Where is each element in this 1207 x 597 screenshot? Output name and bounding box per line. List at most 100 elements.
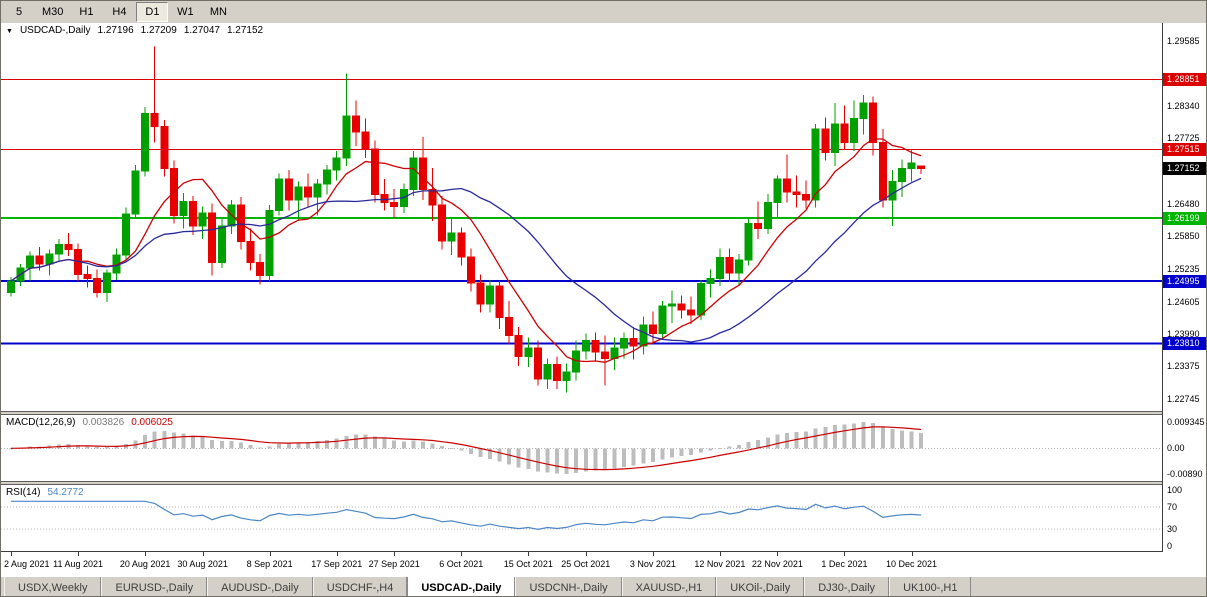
price-axis-label: 1.25850 bbox=[1167, 231, 1200, 242]
macd-signal-value: 0.006025 bbox=[131, 417, 173, 428]
current-price-badge: 1.27152 bbox=[1163, 161, 1206, 175]
price-level-badge: 1.23810 bbox=[1163, 336, 1206, 350]
date-tick bbox=[336, 552, 338, 556]
date-tick bbox=[11, 552, 12, 556]
date-axis-label: 20 Aug 2021 bbox=[119, 559, 171, 569]
date-axis-label: 2 Aug 2021 bbox=[4, 559, 50, 569]
timeframe-button-h1[interactable]: H1 bbox=[79, 6, 94, 18]
rsi-axis-label: 30 bbox=[1167, 524, 1178, 535]
rsi-axis-label: 70 bbox=[1167, 501, 1178, 512]
date-axis-label: 11 Aug 2021 bbox=[53, 559, 103, 569]
timeframe-button-d1[interactable]: D1 bbox=[136, 2, 169, 22]
date-axis-label: 17 Sep 2021 bbox=[311, 559, 363, 569]
date-axis-label: 27 Sep 2021 bbox=[368, 559, 420, 569]
timeframe-toolbar: 5 M30 H1 H4 D1 W1 MN bbox=[1, 1, 1206, 24]
date-tick bbox=[911, 552, 913, 556]
rsi-value: 54.2772 bbox=[47, 487, 84, 498]
date-axis[interactable]: 2 Aug 2021 11 Aug 2021 20 Aug 2021 30 Aug 2… bbox=[1, 551, 1206, 577]
timeframe-button-m30[interactable]: M30 bbox=[42, 6, 64, 18]
date-axis-label: 25 Oct 2021 bbox=[561, 559, 611, 569]
date-tick bbox=[145, 552, 147, 556]
date-tick bbox=[202, 552, 204, 556]
price-level-badge: 1.24995 bbox=[1163, 274, 1206, 288]
chart-context-arrow-icon[interactable]: ▼ bbox=[6, 28, 13, 35]
price-level-badge: 1.28851 bbox=[1163, 72, 1206, 86]
timeframe-button-h4[interactable]: H4 bbox=[112, 6, 127, 18]
rsi-line bbox=[11, 500, 922, 531]
macd-pane[interactable]: MACD(12,26,9) 0.003826 0.006025 bbox=[1, 415, 1162, 481]
timeframe-button-w1[interactable]: W1 bbox=[177, 6, 194, 18]
macd-title: MACD(12,26,9) bbox=[6, 417, 76, 428]
date-tick bbox=[461, 552, 463, 556]
timeframe-button-5[interactable]: 5 bbox=[15, 6, 23, 18]
tab-uk100-h1[interactable]: UK100-,H1 bbox=[889, 577, 972, 596]
tab-xauusd-h1[interactable]: XAUUSD-,H1 bbox=[621, 577, 717, 596]
date-axis-label: 6 Oct 2021 bbox=[439, 559, 484, 569]
tab-usdcad-daily[interactable]: USDCAD-,Daily bbox=[407, 577, 516, 596]
legend-open: 1.27196 bbox=[97, 25, 134, 36]
date-tick bbox=[394, 552, 396, 556]
date-axis-label: 8 Sep 2021 bbox=[246, 559, 293, 569]
price-axis-label: 1.29585 bbox=[1167, 36, 1200, 46]
tab-usdx-weekly[interactable]: USDX,Weekly bbox=[4, 577, 102, 596]
macd-main-value: 0.003826 bbox=[82, 417, 125, 428]
rsi-axis-label: 0 bbox=[1167, 541, 1173, 551]
date-axis-label: 15 Oct 2021 bbox=[503, 559, 553, 569]
ma-red-line bbox=[10, 138, 922, 363]
macd-axis-label: 0.009345 bbox=[1167, 417, 1205, 427]
tab-usdchf-h4[interactable]: USDCHF-,H4 bbox=[312, 577, 408, 596]
date-tick bbox=[585, 552, 587, 556]
date-axis-label: 22 Nov 2021 bbox=[751, 559, 803, 569]
macd-axis-label: -0.00890 bbox=[1167, 469, 1203, 479]
tab-audusd-daily[interactable]: AUDUSD-,Daily bbox=[207, 577, 313, 596]
chart-legend: ▼ USDCAD-,Daily 1.27196 1.27209 1.27047 … bbox=[6, 25, 263, 38]
date-tick bbox=[777, 552, 779, 556]
legend-close: 1.27152 bbox=[226, 25, 264, 36]
date-axis-label: 10 Dec 2021 bbox=[885, 559, 938, 569]
rsi-title: RSI(14) bbox=[6, 487, 41, 498]
legend-symbol: USDCAD-,Daily bbox=[19, 25, 91, 36]
date-tick bbox=[719, 552, 721, 556]
price-axis-label: 1.25235 bbox=[1167, 263, 1200, 274]
price-chart-pane[interactable]: ▼ USDCAD-,Daily 1.27196 1.27209 1.27047 … bbox=[1, 23, 1162, 411]
date-tick bbox=[269, 552, 271, 556]
tab-dj30-daily[interactable]: DJ30-,Daily bbox=[804, 577, 890, 596]
macd-plot[interactable] bbox=[1, 415, 1162, 481]
rsi-axis-label: 100 bbox=[1167, 485, 1183, 495]
date-axis-label: 12 Nov 2021 bbox=[694, 559, 746, 569]
price-axis[interactable]: 1.29585 1.28340 1.27725 1.26480 1.25850 1.252… bbox=[1162, 23, 1206, 552]
legend-low: 1.27047 bbox=[183, 25, 220, 36]
macd-legend: MACD(12,26,9) 0.003826 0.006025 bbox=[6, 417, 173, 428]
price-axis-label: 1.22745 bbox=[1167, 394, 1200, 404]
pane-splitter[interactable] bbox=[1, 481, 1206, 485]
pane-splitter[interactable] bbox=[1, 411, 1206, 415]
macd-axis-label: 0.00 bbox=[1167, 443, 1185, 454]
tab-ukoil-daily[interactable]: UKOil-,Daily bbox=[716, 577, 805, 596]
price-level-badge: 1.27515 bbox=[1163, 142, 1206, 156]
date-tick bbox=[652, 552, 654, 556]
date-axis-label: 30 Aug 2021 bbox=[177, 559, 228, 569]
tab-usdcnh-daily[interactable]: USDCNH-,Daily bbox=[515, 577, 622, 596]
price-axis-label: 1.24605 bbox=[1167, 296, 1200, 307]
candles-group bbox=[7, 46, 926, 393]
tab-eurusd-daily[interactable]: EURUSD-,Daily bbox=[101, 577, 208, 596]
price-axis-label: 1.28340 bbox=[1167, 101, 1200, 112]
price-axis-label: 1.23990 bbox=[1167, 328, 1200, 339]
date-tick bbox=[844, 552, 846, 556]
timeframe-button-mn[interactable]: MN bbox=[209, 6, 227, 18]
date-axis-label: 1 Dec 2021 bbox=[821, 559, 868, 569]
date-tick bbox=[78, 552, 80, 556]
rsi-pane[interactable]: RSI(14) 54.2772 bbox=[1, 485, 1162, 551]
price-axis-label: 1.23375 bbox=[1167, 361, 1200, 372]
chart-area: ▼ USDCAD-,Daily 1.27196 1.27209 1.27047 … bbox=[1, 23, 1206, 577]
ma-blue-line bbox=[10, 177, 922, 343]
price-axis-label: 1.26480 bbox=[1167, 198, 1200, 209]
chart-window-tabs: USDX,Weekly EURUSD-,Daily AUDUSD-,Daily USD… bbox=[1, 576, 1206, 596]
macd-signal-line bbox=[10, 426, 922, 471]
price-axis-label: 1.27725 bbox=[1167, 133, 1200, 144]
date-tick bbox=[528, 552, 530, 556]
price-level-badge: 1.26199 bbox=[1163, 211, 1206, 225]
rsi-plot[interactable] bbox=[1, 485, 1162, 551]
candlestick-plot[interactable] bbox=[1, 23, 1162, 411]
